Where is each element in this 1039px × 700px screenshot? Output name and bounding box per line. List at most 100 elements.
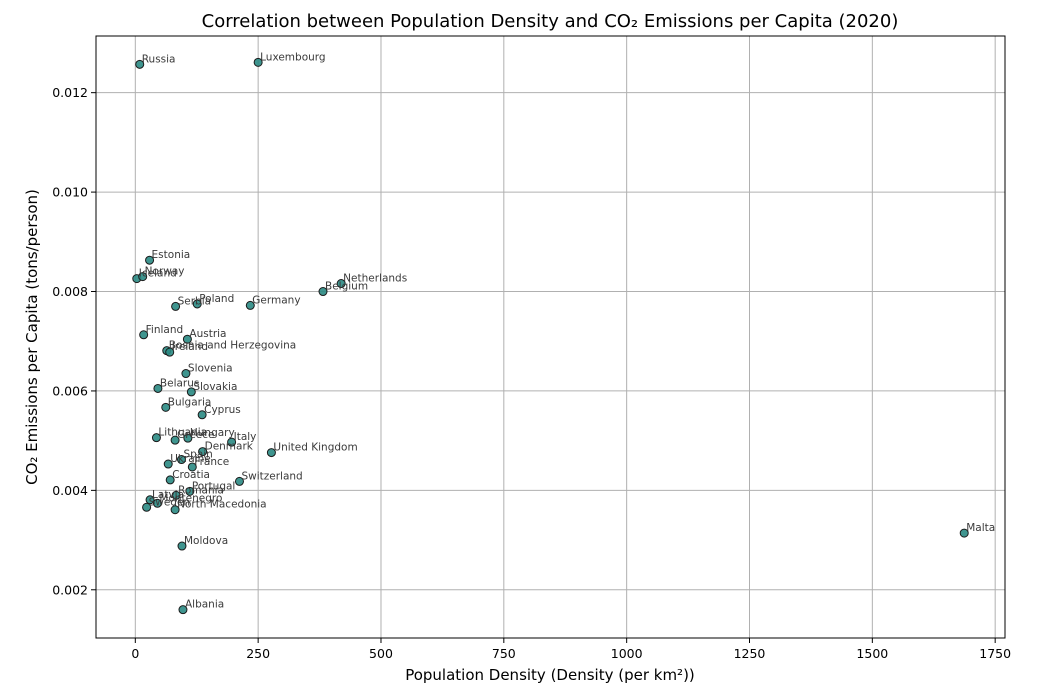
point-label: Croatia [172, 469, 210, 481]
data-point [183, 433, 193, 443]
grid-lines [96, 36, 1005, 638]
data-points [132, 57, 969, 615]
point-label: Netherlands [343, 273, 407, 285]
data-point [959, 528, 969, 538]
data-point [138, 272, 148, 282]
point-label: Moldova [184, 535, 228, 547]
y-tick-label: 0.002 [52, 582, 88, 597]
y-tick-label: 0.012 [52, 85, 88, 100]
data-point [197, 410, 207, 420]
point-label: Austria [189, 328, 226, 340]
point-label: Slovakia [193, 381, 237, 393]
plot-frame [95, 35, 1006, 639]
data-point [177, 541, 187, 551]
point-label: Belgium [325, 281, 368, 293]
data-point [152, 498, 162, 508]
data-point [171, 301, 181, 311]
data-point [182, 334, 192, 344]
point-label: Denmark [205, 441, 254, 453]
chart-title: Correlation between Population Density a… [202, 11, 899, 32]
data-point [170, 505, 180, 515]
x-tick-label: 1500 [856, 646, 888, 661]
data-point [185, 486, 195, 496]
x-tick-label: 1250 [734, 646, 766, 661]
data-point [151, 433, 161, 443]
point-label: Ukraine [170, 453, 211, 465]
point-label: Finland [146, 324, 184, 336]
data-point [266, 448, 276, 458]
point-label: Portugal [192, 480, 236, 492]
point-label: Norway [145, 266, 185, 278]
data-point [165, 475, 175, 485]
data-point [198, 447, 208, 457]
point-label: France [194, 456, 229, 468]
point-label: Belarus [160, 377, 199, 389]
x-tick-label: 1750 [979, 646, 1011, 661]
data-point [227, 437, 237, 447]
point-label: Romania [178, 484, 224, 496]
point-label: Cyprus [204, 404, 241, 416]
point-label: Ireland [172, 341, 208, 353]
data-point [253, 57, 263, 67]
point-label: Hungary [190, 427, 235, 439]
point-label: Bosnia and Herzegovina [169, 340, 296, 352]
data-point [165, 347, 175, 357]
data-point [163, 459, 173, 469]
point-label: Luxembourg [260, 51, 325, 63]
point-label: Latvia [152, 489, 184, 501]
data-point [318, 287, 328, 297]
point-label: Switzerland [241, 470, 302, 482]
point-label: Albania [185, 599, 224, 611]
data-point [176, 455, 186, 465]
data-point [145, 255, 155, 265]
x-axis-label: Population Density (Density (per km²)) [405, 666, 695, 684]
point-label: Montenegro [159, 492, 222, 504]
point-label: Greece [177, 429, 214, 441]
point-label: United Kingdom [273, 442, 357, 454]
data-point [336, 279, 346, 289]
data-point [192, 299, 202, 309]
data-point [234, 476, 244, 486]
data-point [181, 369, 191, 379]
x-tick-label: 750 [492, 646, 516, 661]
point-label: Bulgaria [168, 396, 212, 408]
data-point [142, 502, 152, 512]
point-label: Sweden [149, 496, 191, 508]
data-point [135, 59, 145, 69]
point-label: Serbia [178, 295, 211, 307]
x-tick-label: 0 [131, 646, 139, 661]
y-axis-label: CO₂ Emissions per Capita (tons/person) [23, 189, 41, 485]
x-tick-label: 250 [246, 646, 270, 661]
x-tick-label: 500 [369, 646, 393, 661]
data-point [170, 435, 180, 445]
point-label: North Macedonia [177, 499, 267, 511]
y-tick-label: 0.006 [52, 383, 88, 398]
point-label: Spain [183, 449, 212, 461]
point-label: Poland [199, 293, 234, 305]
point-label: Italy [234, 431, 257, 443]
point-label: Malta [966, 522, 995, 534]
data-point [186, 387, 196, 397]
y-tick-label: 0.004 [52, 483, 88, 498]
point-label: Russia [142, 53, 176, 65]
x-tick-label: 1000 [611, 646, 643, 661]
point-label: Iceland [139, 268, 177, 280]
point-label: Lithuania [158, 427, 207, 439]
data-point [187, 462, 197, 472]
x-axis-ticks: 0 250 500 750 1000 1250 1500 1750 [131, 638, 1011, 661]
data-point [145, 495, 155, 505]
data-point [153, 383, 163, 393]
data-point [171, 490, 181, 500]
point-label: Slovenia [188, 363, 233, 375]
data-point [178, 605, 188, 615]
point-label: Estonia [152, 249, 191, 261]
data-point [139, 330, 149, 340]
y-tick-label: 0.008 [52, 284, 88, 299]
data-point [245, 300, 255, 310]
data-point [161, 402, 171, 412]
y-axis-ticks: 0.002 0.004 0.006 0.008 0.010 0.012 [52, 85, 96, 597]
point-label: Germany [252, 294, 300, 306]
y-tick-label: 0.010 [52, 185, 88, 200]
